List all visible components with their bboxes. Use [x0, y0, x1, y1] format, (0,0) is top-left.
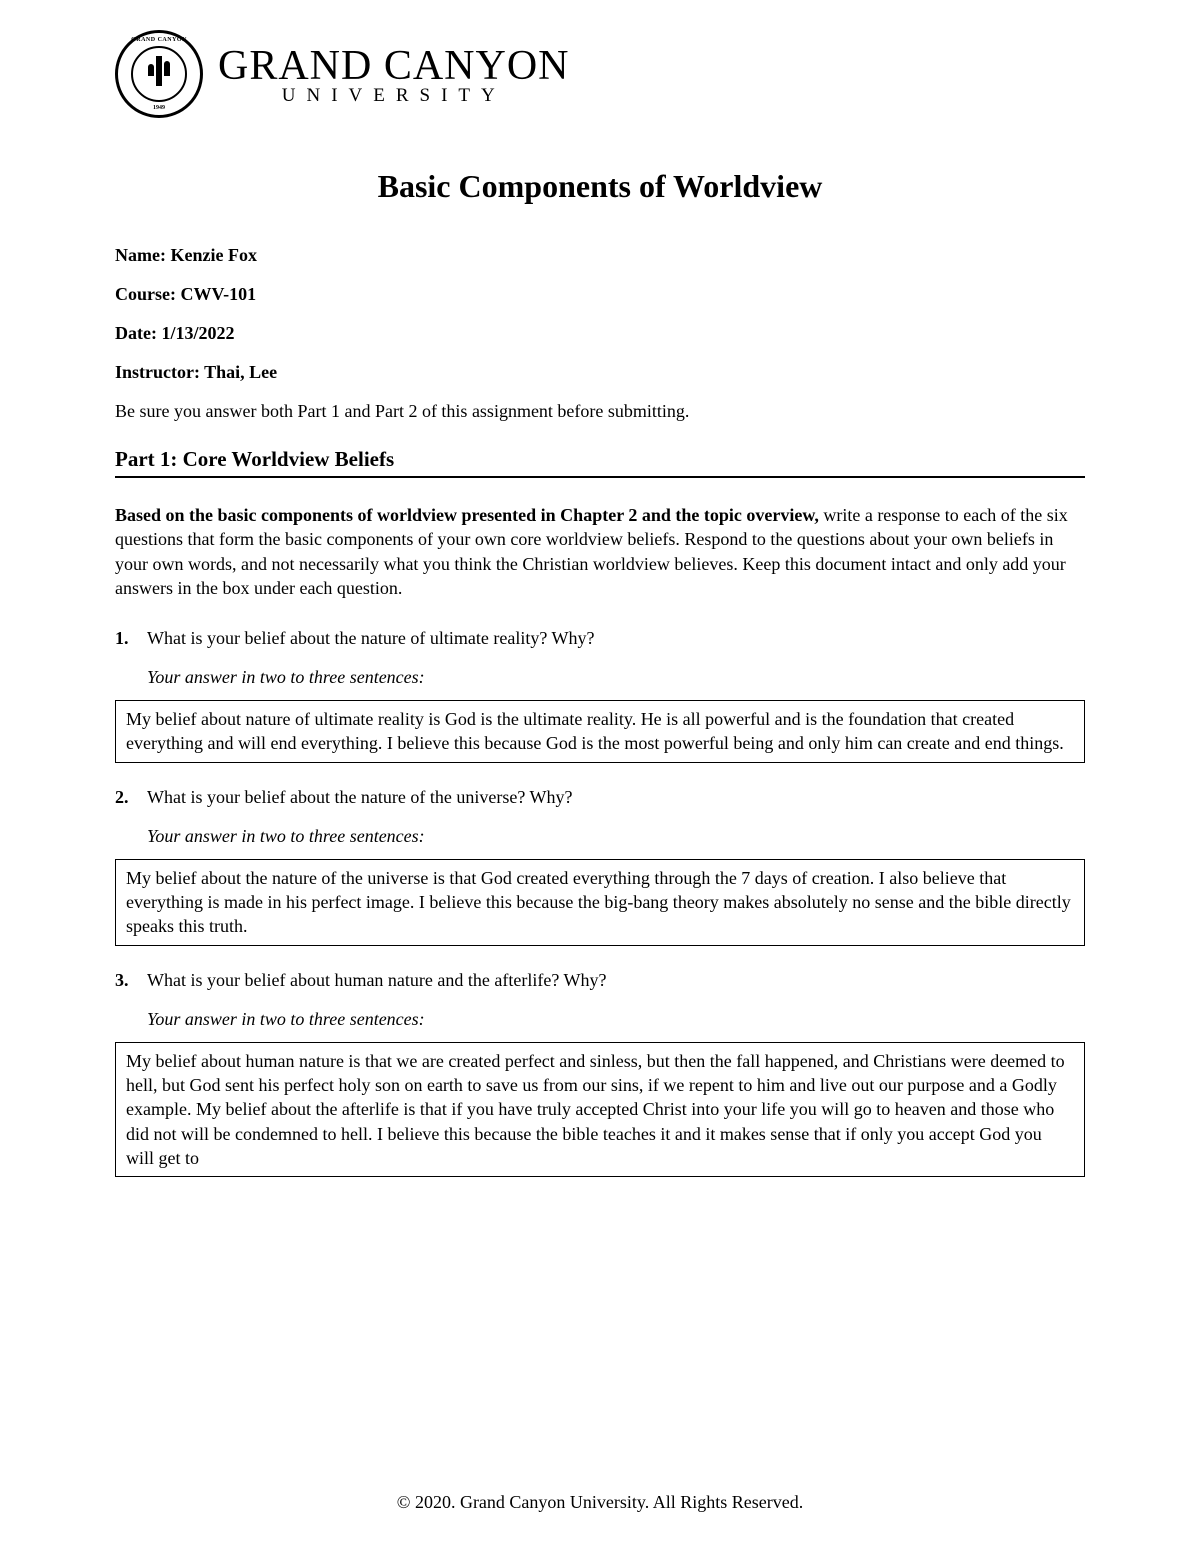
- question-2-block: 2. What is your belief about the nature …: [115, 787, 1085, 946]
- answer-prompt-2: Your answer in two to three sentences:: [147, 826, 1085, 847]
- university-header: GRAND CANYON 1949 GRAND CANYON UNIVERSIT…: [115, 30, 1085, 118]
- seal-top-text: GRAND CANYON: [131, 37, 187, 43]
- question-2-text: What is your belief about the nature of …: [147, 787, 1085, 808]
- university-sub-text: UNIVERSITY: [218, 85, 570, 107]
- copyright-footer: © 2020. Grand Canyon University. All Rig…: [0, 1492, 1200, 1513]
- instructor-label: Instructor:: [115, 362, 204, 382]
- answer-box-1: My belief about nature of ultimate reali…: [115, 700, 1085, 763]
- answer-box-2: My belief about the nature of the univer…: [115, 859, 1085, 946]
- date-value: 1/13/2022: [161, 323, 234, 343]
- university-main-text: GRAND CANYON: [218, 42, 570, 90]
- meta-date: Date: 1/13/2022: [115, 323, 1085, 344]
- meta-course: Course: CWV-101: [115, 284, 1085, 305]
- seal-inner-icon: [131, 46, 187, 102]
- question-1-block: 1. What is your belief about the nature …: [115, 628, 1085, 763]
- question-3-number: 3.: [115, 970, 135, 991]
- question-3-row: 3. What is your belief about human natur…: [115, 970, 1085, 991]
- question-3-text: What is your belief about human nature a…: [147, 970, 1085, 991]
- name-label: Name:: [115, 245, 170, 265]
- question-1-number: 1.: [115, 628, 135, 649]
- part-1-heading: Part 1: Core Worldview Beliefs: [115, 447, 1085, 478]
- question-2-row: 2. What is your belief about the nature …: [115, 787, 1085, 808]
- course-value: CWV-101: [181, 284, 257, 304]
- meta-name: Name: Kenzie Fox: [115, 245, 1085, 266]
- question-3-block: 3. What is your belief about human natur…: [115, 970, 1085, 1177]
- submission-instructions: Be sure you answer both Part 1 and Part …: [115, 401, 1085, 422]
- answer-prompt-1: Your answer in two to three sentences:: [147, 667, 1085, 688]
- answer-box-3: My belief about human nature is that we …: [115, 1042, 1085, 1177]
- university-seal-icon: GRAND CANYON 1949: [115, 30, 203, 118]
- meta-instructor: Instructor: Thai, Lee: [115, 362, 1085, 383]
- course-label: Course:: [115, 284, 181, 304]
- cactus-icon: [156, 56, 162, 86]
- question-1-row: 1. What is your belief about the nature …: [115, 628, 1085, 649]
- university-name-block: GRAND CANYON UNIVERSITY: [218, 42, 570, 107]
- question-2-number: 2.: [115, 787, 135, 808]
- name-value: Kenzie Fox: [170, 245, 256, 265]
- date-label: Date:: [115, 323, 161, 343]
- seal-bottom-text: 1949: [153, 105, 165, 111]
- question-1-text: What is your belief about the nature of …: [147, 628, 1085, 649]
- instructor-value: Thai, Lee: [204, 362, 277, 382]
- document-title: Basic Components of Worldview: [115, 168, 1085, 205]
- answer-prompt-3: Your answer in two to three sentences:: [147, 1009, 1085, 1030]
- intro-bold-text: Based on the basic components of worldvi…: [115, 505, 823, 525]
- intro-paragraph: Based on the basic components of worldvi…: [115, 503, 1085, 600]
